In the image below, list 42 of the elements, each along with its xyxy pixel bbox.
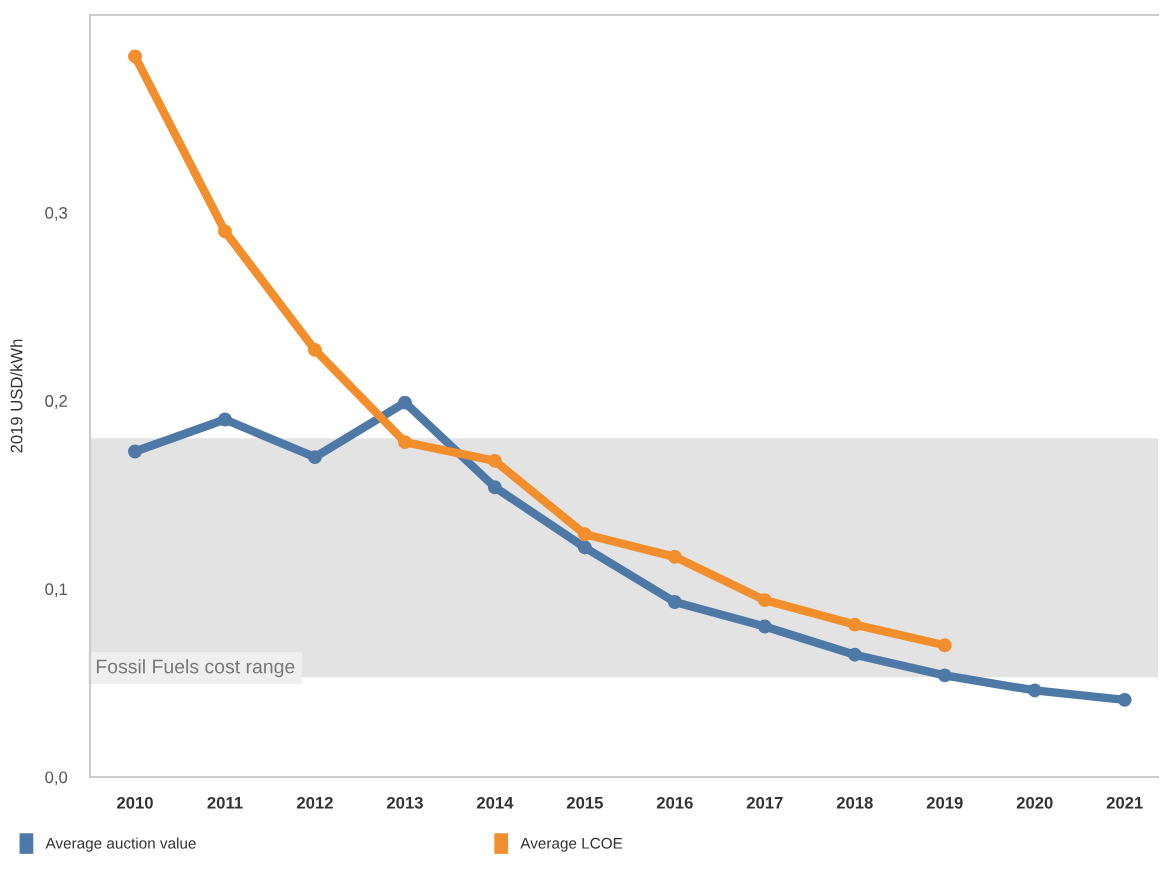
y-tick-label: 0,0 (45, 771, 68, 786)
y-tick-label: 0,1 (45, 583, 67, 598)
point (667, 549, 682, 564)
x-tick-label: 2021 (1106, 796, 1143, 809)
x-tick-label: 2020 (1016, 796, 1053, 809)
point (218, 224, 232, 239)
x-tick-label: 2011 (207, 796, 243, 809)
point (307, 342, 322, 357)
point (577, 540, 592, 555)
x-tick-label: 2019 (926, 796, 963, 809)
point (847, 647, 862, 662)
band-label: Fossil Fuels cost range (96, 659, 295, 678)
point (577, 527, 592, 542)
point (307, 450, 322, 465)
point (397, 435, 412, 450)
point (937, 668, 952, 683)
y-axis-title: 2019 USD/kWh (10, 339, 23, 453)
point (757, 619, 772, 634)
x-tick-label: 2010 (117, 796, 153, 809)
point (667, 595, 682, 609)
point (757, 593, 772, 608)
x-tick-label: 2014 (476, 796, 514, 809)
point (128, 444, 142, 459)
point (487, 480, 502, 495)
legend-label: Average LCOE (520, 837, 623, 852)
point (937, 638, 952, 653)
x-tick-label: 2018 (836, 796, 873, 809)
point (1027, 683, 1042, 698)
x-tick-label: 2015 (566, 796, 603, 809)
point (847, 617, 862, 632)
x-tick-label: 2013 (386, 796, 423, 809)
point (1117, 692, 1132, 707)
legend-label: Average auction value (45, 837, 196, 852)
y-tick-label: 0,2 (45, 395, 67, 409)
point (218, 412, 232, 427)
x-tick-label: 2012 (296, 796, 333, 809)
y-tick-label: 0,3 (45, 206, 68, 221)
point (397, 395, 412, 410)
x-tick-label: 2017 (746, 796, 783, 809)
x-tick-label: 2016 (656, 796, 693, 809)
point (128, 49, 142, 64)
point (487, 453, 502, 468)
